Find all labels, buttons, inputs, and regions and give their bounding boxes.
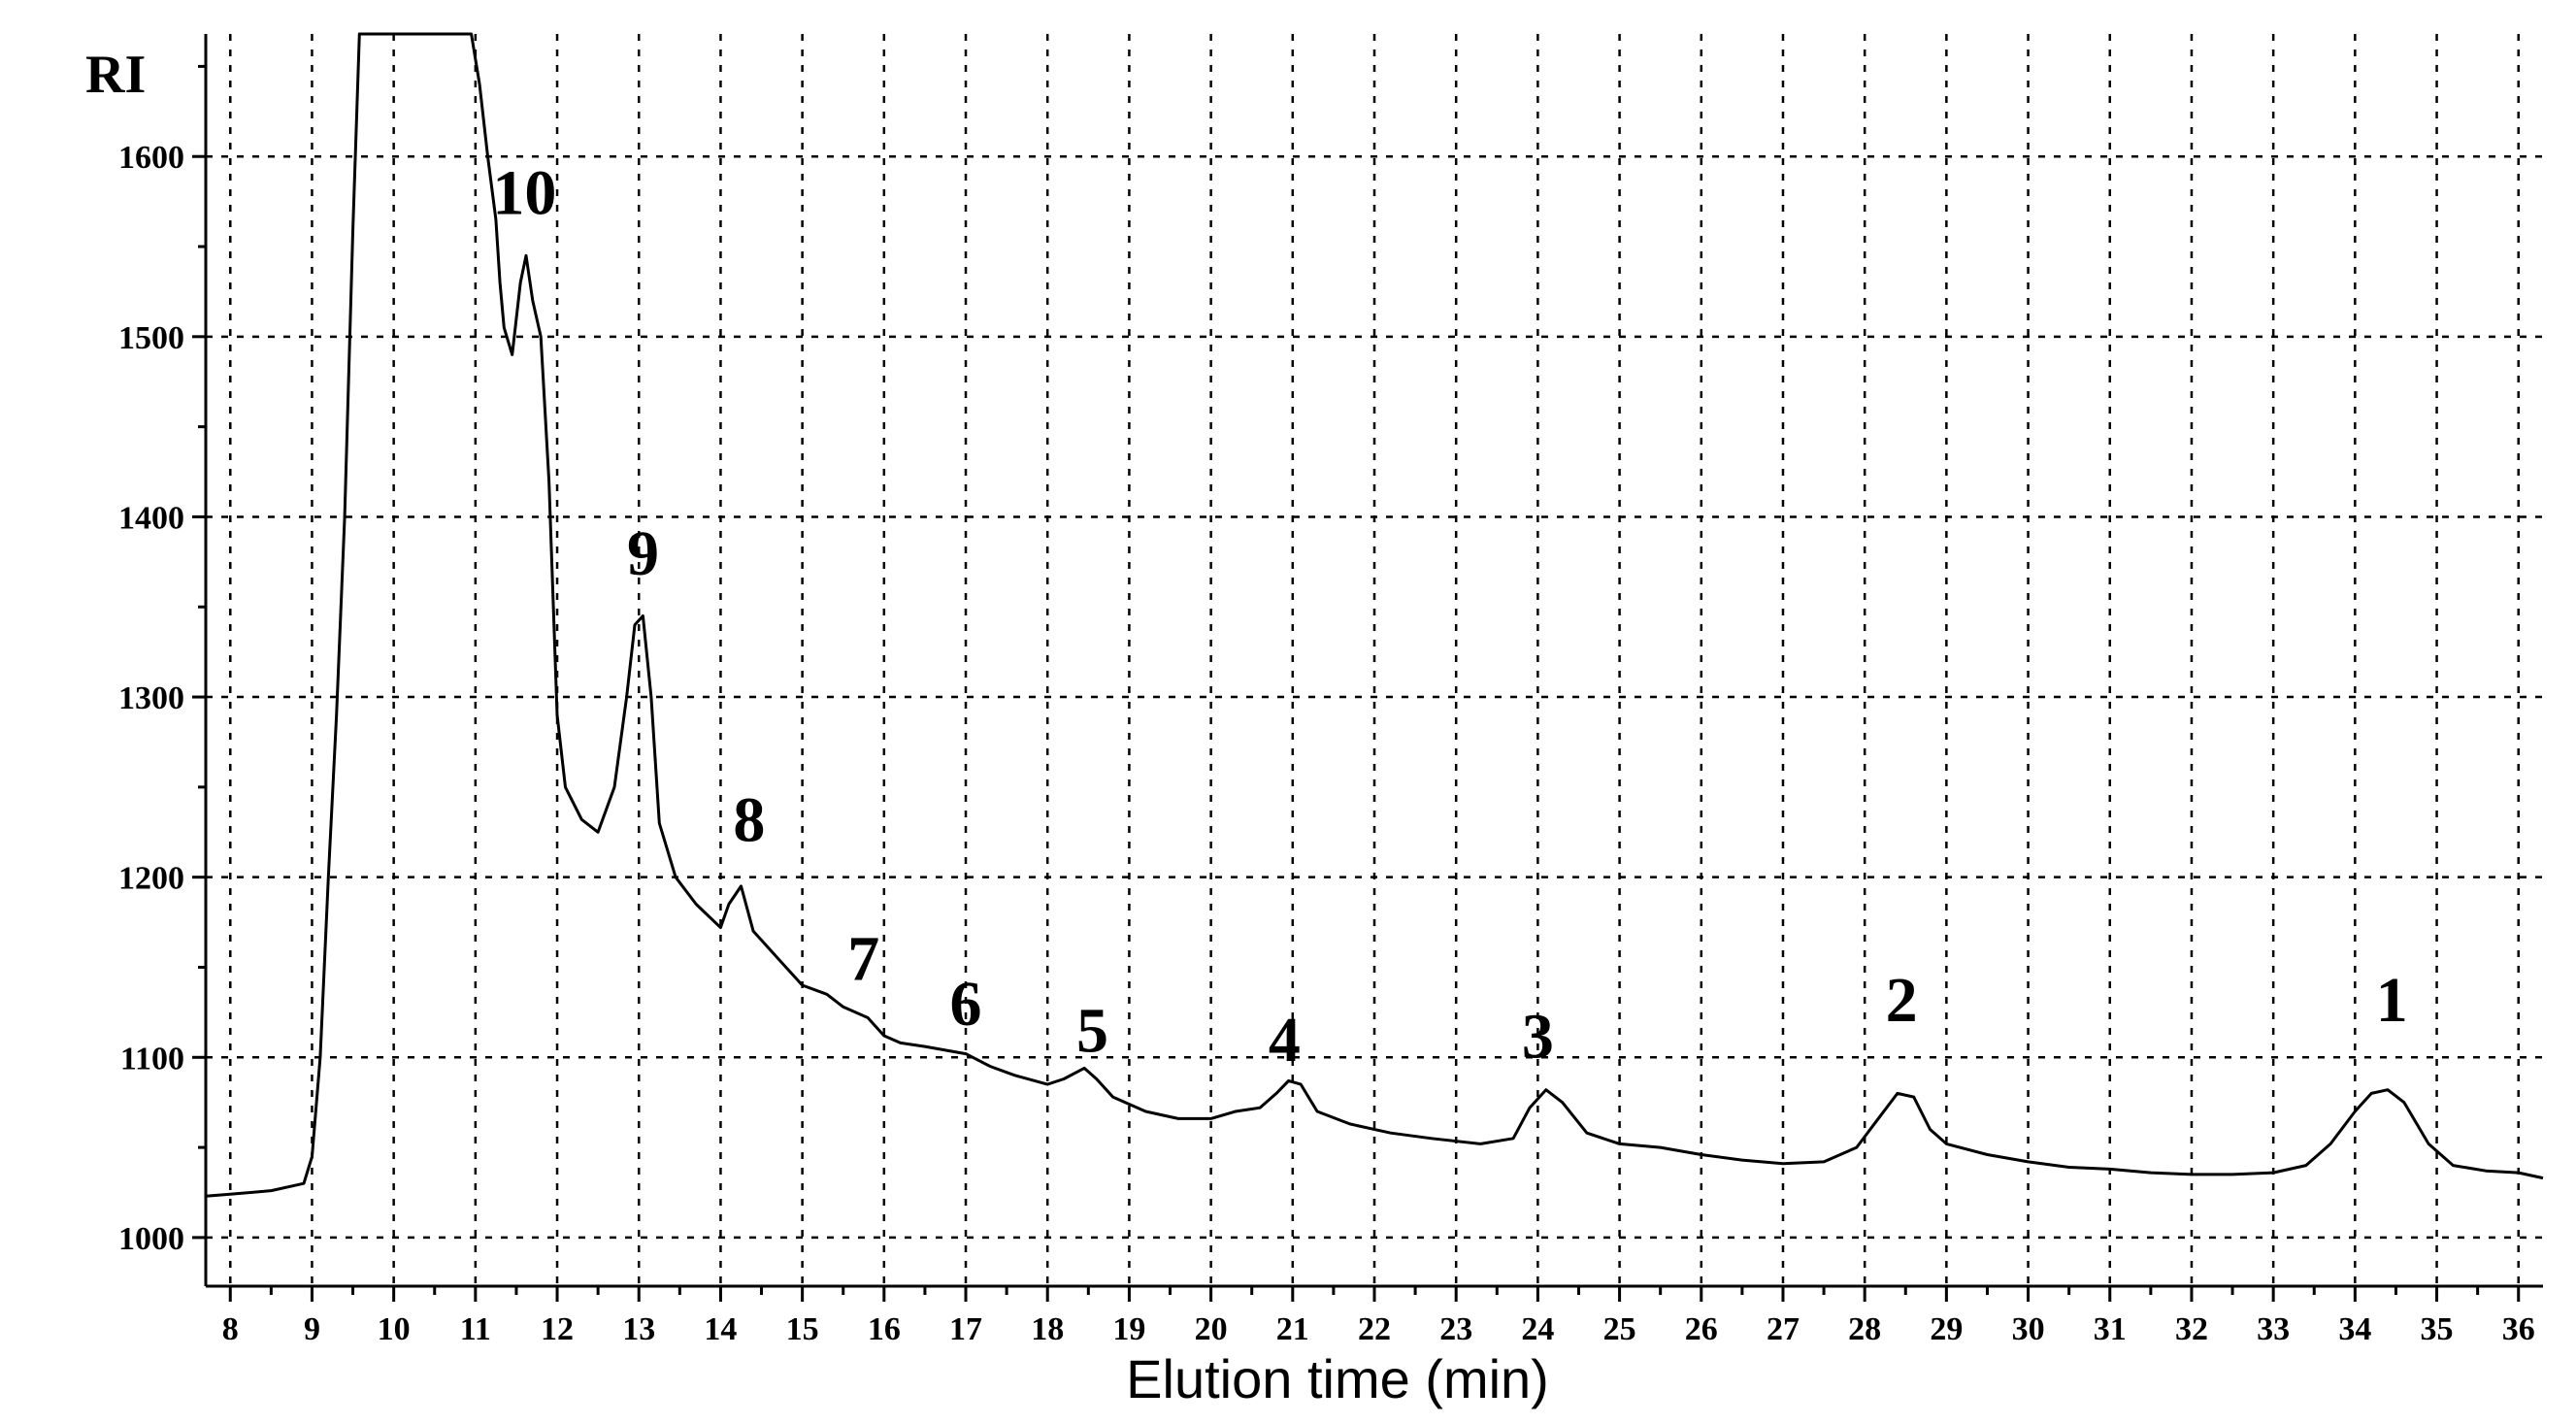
x-tick-label: 33 bbox=[2257, 1311, 2290, 1347]
y-tick-label: 1200 bbox=[118, 861, 184, 897]
x-tick-label: 15 bbox=[786, 1311, 819, 1347]
x-tick-label: 35 bbox=[2421, 1311, 2454, 1347]
peak-label: 6 bbox=[950, 969, 982, 1040]
x-tick-label: 13 bbox=[622, 1311, 655, 1347]
peak-label: 4 bbox=[1269, 1005, 1301, 1076]
x-tick-label: 11 bbox=[460, 1311, 491, 1347]
x-tick-label: 22 bbox=[1358, 1311, 1391, 1347]
x-tick-label: 26 bbox=[1685, 1311, 1718, 1347]
y-tick-label: 1000 bbox=[118, 1221, 184, 1257]
x-tick-label: 10 bbox=[378, 1311, 411, 1347]
x-tick-label: 36 bbox=[2502, 1311, 2535, 1347]
y-tick-label: 1500 bbox=[118, 320, 184, 356]
peak-label: 3 bbox=[1522, 1001, 1554, 1072]
x-tick-label: 14 bbox=[704, 1311, 737, 1347]
x-tick-label: 16 bbox=[868, 1311, 901, 1347]
x-axis-title: Elution time (min) bbox=[1126, 1348, 1549, 1409]
x-tick-label: 12 bbox=[541, 1311, 574, 1347]
ri-trace-line bbox=[205, 32, 2544, 1198]
y-axis-title: RI bbox=[85, 45, 146, 105]
x-tick-label: 30 bbox=[2012, 1311, 2045, 1347]
peak-label: 8 bbox=[733, 785, 765, 856]
x-tick-label: 28 bbox=[1848, 1311, 1881, 1347]
x-tick-label: 8 bbox=[222, 1311, 239, 1347]
x-tick-label: 34 bbox=[2338, 1311, 2371, 1347]
grid-lines bbox=[206, 34, 2543, 1286]
x-tick-label: 24 bbox=[1521, 1311, 1554, 1347]
peak-label: 9 bbox=[627, 518, 659, 589]
y-tick-label: 1100 bbox=[120, 1041, 184, 1076]
x-tick-label: 9 bbox=[304, 1311, 320, 1347]
axes: 8 9 10 11 12 13 14 15 16 17 18 19 20 21 22 23 24 25 26 27 28… bbox=[118, 34, 2543, 1347]
peak-labels: 10 9 8 76 5 4 3 2 1 bbox=[492, 158, 2407, 1076]
x-tick-label: 23 bbox=[1439, 1311, 1472, 1347]
x-tick-label: 20 bbox=[1195, 1311, 1228, 1347]
y-tick-label: 1600 bbox=[118, 140, 184, 176]
x-tick-label: 17 bbox=[949, 1311, 982, 1347]
x-tick-label: 31 bbox=[2094, 1311, 2127, 1347]
y-tick-label: 1400 bbox=[118, 500, 184, 536]
x-tick-label: 29 bbox=[1930, 1311, 1963, 1347]
peak-label: 7 bbox=[847, 923, 879, 994]
peak-label: 1 bbox=[2376, 965, 2408, 1036]
x-tick-label: 32 bbox=[2175, 1311, 2208, 1347]
x-tick-label: 19 bbox=[1112, 1311, 1145, 1347]
x-tick-label: 21 bbox=[1276, 1311, 1309, 1347]
x-tick-label: 18 bbox=[1031, 1311, 1064, 1347]
y-tick-label: 1300 bbox=[118, 680, 184, 716]
x-tick-label: 27 bbox=[1767, 1311, 1800, 1347]
peak-label: 2 bbox=[1886, 965, 1918, 1036]
x-tick-label: 25 bbox=[1603, 1311, 1636, 1347]
peak-label: 10 bbox=[492, 158, 556, 229]
peak-label: 5 bbox=[1076, 996, 1108, 1067]
trace bbox=[205, 32, 2544, 1198]
